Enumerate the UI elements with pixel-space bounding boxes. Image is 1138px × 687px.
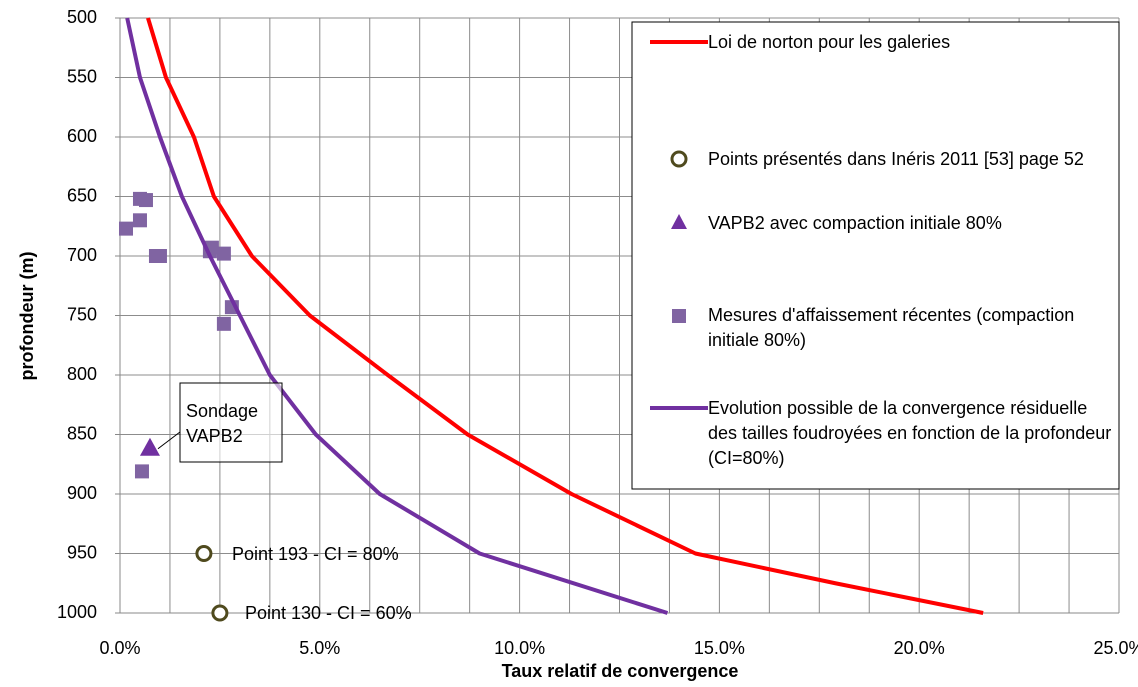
y-tick-label: 900 — [67, 483, 97, 503]
x-tick-label: 25.0% — [1093, 638, 1138, 658]
legend-symbol — [671, 214, 687, 229]
data-point — [211, 604, 229, 622]
data-point — [216, 316, 231, 331]
annotation: Sondage VAPB2 — [186, 401, 259, 446]
y-tick-label: 500 — [67, 7, 97, 27]
y-tick-label: 800 — [67, 364, 97, 384]
legend-entry: Mesures d'affaissement récentes (compact… — [708, 305, 1075, 350]
x-tick-label: 0.0% — [99, 638, 140, 658]
y-tick-label: 850 — [67, 423, 97, 443]
y-tick-label: 600 — [67, 126, 97, 146]
data-point — [195, 545, 213, 562]
x-axis-label: Taux relatif de convergence — [502, 661, 739, 681]
annotation: Point 130 - CI = 60% — [245, 603, 412, 623]
legend — [631, 21, 1120, 490]
data-point — [138, 193, 153, 208]
data-line — [125, 17, 669, 615]
annotation-box — [179, 382, 283, 463]
data-point — [118, 221, 133, 236]
y-tick-label: 950 — [67, 542, 97, 562]
data-point — [132, 213, 147, 228]
legend-entry: VAPB2 avec compaction initiale 80% — [708, 213, 1002, 233]
y-tick-label: 650 — [67, 185, 97, 205]
data-line — [146, 17, 984, 615]
x-tick-label: 15.0% — [694, 638, 745, 658]
legend-entry: Loi de norton pour les galeries — [708, 32, 951, 52]
legend-symbol — [670, 150, 688, 168]
y-axis-label: profondeur (m) — [17, 252, 37, 381]
x-tick-label: 10.0% — [494, 638, 545, 658]
data-point — [152, 249, 167, 263]
x-tick-label: 5.0% — [299, 638, 340, 658]
y-tick-label: 1000 — [57, 602, 97, 622]
data-point — [134, 464, 149, 479]
legend-symbol — [672, 309, 686, 323]
annotation-leader — [157, 431, 181, 450]
y-tick-label: 700 — [67, 245, 97, 265]
y-tick-label: 550 — [67, 66, 97, 86]
annotation: Point 193 - CI = 80% — [232, 544, 399, 564]
x-tick-label: 20.0% — [894, 638, 945, 658]
legend-entry: Evolution possible de la convergence rés… — [708, 398, 1112, 468]
data-point — [216, 246, 231, 261]
data-point — [139, 437, 160, 456]
legend-entry: Points présentés dans Inéris 2011 [53] p… — [708, 149, 1084, 169]
y-tick-label: 750 — [67, 304, 97, 324]
